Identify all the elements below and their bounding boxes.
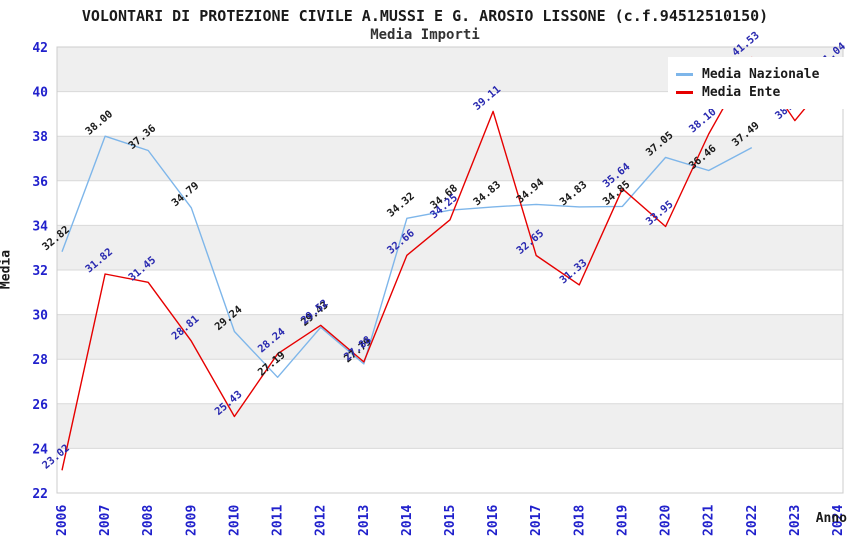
x-tick-label: 2015 — [443, 505, 458, 536]
y-tick-label: 36 — [32, 175, 48, 190]
legend-label: Media Ente — [702, 85, 781, 100]
x-tick-label: 2008 — [141, 505, 156, 536]
x-tick-label: 2013 — [357, 505, 372, 536]
x-tick-label: 2023 — [788, 505, 803, 536]
series-line-media-ente — [61, 56, 839, 471]
data-label: 34.32 — [385, 190, 417, 220]
plot-band — [57, 225, 843, 270]
x-tick-label: 2009 — [184, 505, 199, 536]
x-tick-label: 2014 — [400, 505, 415, 536]
line-swatch-icon — [676, 73, 693, 76]
x-tick-label: 2006 — [55, 505, 70, 536]
y-tick-label: 42 — [32, 41, 48, 56]
data-label: 38.10 — [687, 106, 719, 136]
y-tick-label: 24 — [32, 442, 48, 457]
y-tick-label: 34 — [32, 219, 48, 234]
x-tick-label: 2016 — [486, 505, 501, 536]
y-tick-label: 40 — [32, 86, 48, 101]
y-tick-label: 38 — [32, 130, 48, 145]
x-tick-label: 2020 — [659, 505, 674, 536]
x-tick-label: 2021 — [702, 505, 717, 536]
plot-border — [56, 46, 844, 494]
y-tick-label: 30 — [32, 309, 48, 324]
legend-label: Media Nazionale — [702, 67, 820, 82]
legend-item-media-nazionale: Media Nazionale — [676, 67, 840, 82]
x-tick-label: 2007 — [98, 505, 113, 536]
chart-subtitle: Media Importi — [370, 27, 480, 43]
data-label: 38.00 — [83, 108, 115, 138]
y-tick-label: 26 — [32, 398, 48, 413]
x-tick-label: 2024 — [831, 505, 846, 536]
data-label: 34.83 — [557, 179, 589, 209]
x-tick-label: 2022 — [745, 505, 760, 536]
plot-band — [57, 136, 843, 181]
x-tick-label: 2019 — [615, 505, 630, 536]
data-label: 33.95 — [644, 198, 676, 228]
data-label: 34.83 — [471, 179, 503, 209]
x-tick-label: 2012 — [314, 505, 329, 536]
legend-item-media-ente: Media Ente — [676, 85, 840, 100]
legend: Media Nazionale Media Ente — [668, 57, 848, 109]
x-axis-title: Anno — [815, 511, 847, 526]
y-tick-label: 22 — [32, 487, 48, 502]
x-tick-label: 2017 — [529, 505, 544, 536]
y-tick-label: 32 — [32, 264, 48, 279]
x-tick-label: 2018 — [572, 505, 587, 536]
line-swatch-icon — [676, 91, 693, 94]
plot-band — [57, 403, 843, 449]
x-tick-label: 2010 — [227, 505, 242, 536]
y-tick-label: 28 — [32, 353, 48, 368]
series-line-media-nazionale — [61, 135, 753, 378]
x-tick-label: 2011 — [271, 505, 286, 536]
chart-title: VOLONTARI DI PROTEZIONE CIVILE A.MUSSI E… — [81, 7, 769, 25]
